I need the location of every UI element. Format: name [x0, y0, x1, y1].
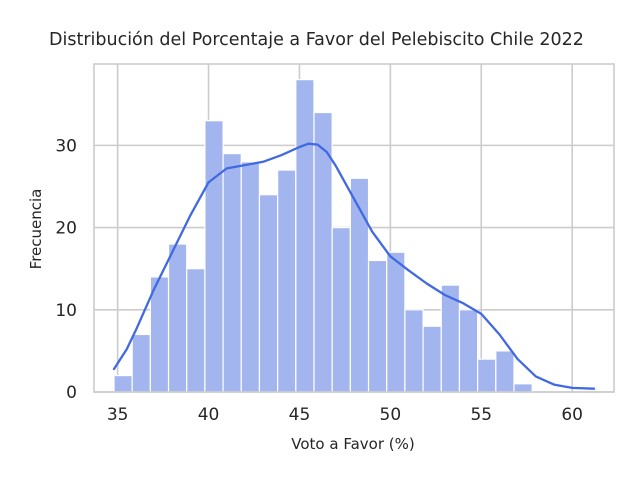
histogram-bar-6	[222, 153, 242, 393]
plot-frame	[93, 63, 615, 393]
y-tick-label-3: 30	[55, 136, 77, 156]
histogram-bar-19	[458, 309, 479, 393]
histogram-bar-16	[404, 309, 424, 393]
x-tick-label-3: 50	[380, 405, 402, 425]
histogram-bar-17	[422, 325, 442, 393]
histogram-bar-14	[367, 259, 388, 393]
kde-line	[112, 142, 596, 390]
histogram-bar-10	[295, 79, 315, 393]
x-tick-labels: 35 40 45 50 55 60	[107, 405, 583, 425]
y-tick-label-0: 0	[66, 383, 77, 403]
x-tick-label-4: 55	[470, 405, 492, 425]
histogram-bar-12	[331, 226, 351, 393]
x-axis-label: Voto a Favor (%)	[291, 435, 414, 453]
y-tick-label-1: 10	[55, 301, 77, 321]
histogram-bar-22	[513, 383, 533, 393]
x-tick-label-2: 45	[289, 405, 311, 425]
kde-curve-group	[112, 142, 596, 390]
y-tick-labels: 0 10 20 30	[55, 136, 77, 403]
histogram-bar-0	[113, 374, 133, 393]
histogram-bar-9	[277, 169, 297, 393]
histogram-bar-5	[204, 120, 224, 393]
histogram-bars	[113, 79, 533, 393]
histogram-bar-21	[495, 350, 515, 393]
histogram-bar-15	[386, 251, 406, 393]
x-tick-label-1: 40	[198, 405, 220, 425]
histogram-bar-20	[477, 358, 497, 393]
y-tick-label-2: 20	[55, 219, 77, 239]
histogram-bar-1	[131, 333, 151, 393]
y-axis-label: Frecuencia	[27, 189, 45, 270]
histogram-bar-7	[240, 161, 261, 393]
chart-title: Distribución del Porcentaje a Favor del …	[49, 30, 584, 50]
histogram-bar-2	[149, 276, 170, 393]
x-tick-label-5: 60	[561, 405, 583, 425]
histogram-bar-4	[186, 268, 206, 393]
histogram-bar-3	[167, 243, 188, 393]
histogram-bar-8	[258, 194, 279, 393]
x-tick-label-0: 35	[107, 405, 129, 425]
